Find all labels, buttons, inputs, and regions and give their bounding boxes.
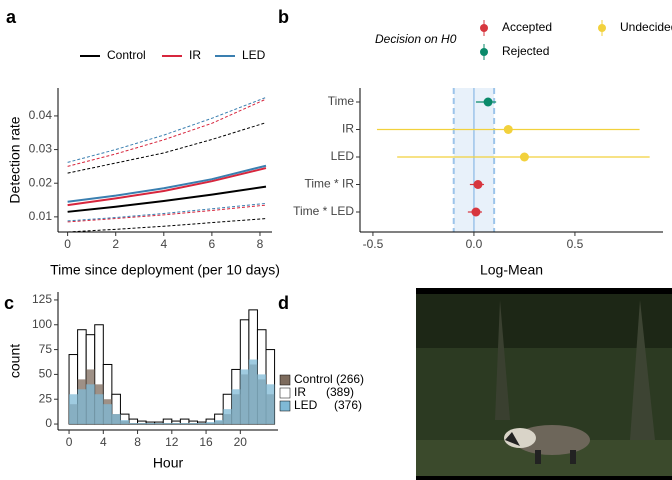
ci-line <box>67 204 267 223</box>
y-tick-label: 50 <box>39 367 53 381</box>
bar <box>171 423 181 425</box>
x-tick-label: 0 <box>64 237 71 251</box>
legend-label: Accepted <box>502 20 552 34</box>
legend-label: LED <box>242 48 266 62</box>
y-tick-label: IR <box>342 122 354 136</box>
bar <box>69 394 78 425</box>
bar <box>146 423 155 425</box>
legend-key <box>480 48 488 56</box>
ci-line <box>67 202 267 222</box>
x-tick-label: 4 <box>160 237 167 251</box>
bar <box>197 423 207 425</box>
ci-line <box>67 98 267 167</box>
y-tick-label: 0.04 <box>29 108 53 122</box>
bar <box>86 384 95 425</box>
bar <box>257 374 267 425</box>
legend-label: IR (389) <box>294 385 354 399</box>
point <box>519 152 529 162</box>
bar <box>266 384 275 425</box>
bar <box>77 389 87 425</box>
bar <box>248 359 258 425</box>
y-tick-label: 75 <box>39 342 53 356</box>
y-tick-label: 0 <box>45 416 52 430</box>
panel-label: c <box>4 293 14 313</box>
x-tick-label: 8 <box>134 435 141 449</box>
bar <box>188 423 198 425</box>
x-tick-label: 0.0 <box>466 237 483 251</box>
x-axis-title: Time since deployment (per 10 days) <box>50 262 280 278</box>
y-axis-title: Detection rate <box>7 116 23 203</box>
legend-label: LED (376) <box>294 398 362 412</box>
ci-line <box>67 218 267 233</box>
bar <box>154 423 164 425</box>
panel-label: d <box>278 293 289 313</box>
legend-label: Undecided <box>620 20 672 34</box>
y-tick-label: 25 <box>39 391 53 405</box>
x-tick-label: 0.5 <box>567 237 584 251</box>
legend-label: Control (266) <box>294 372 364 386</box>
bar <box>111 414 121 425</box>
photo <box>416 288 672 480</box>
x-tick-label: 6 <box>209 237 216 251</box>
bar <box>214 420 224 425</box>
legend-label: IR <box>189 48 201 62</box>
legend-title: Decision on H0 <box>375 32 457 46</box>
x-tick-label: 0 <box>66 435 73 449</box>
legend-key <box>279 374 291 386</box>
y-tick-label: 100 <box>32 317 52 331</box>
legend-key <box>598 24 606 32</box>
x-tick-label: 8 <box>257 237 264 251</box>
line <box>67 167 267 207</box>
ci-line <box>67 122 267 174</box>
legend-label: Rejected <box>502 44 549 58</box>
point <box>483 97 493 107</box>
bar <box>231 389 241 425</box>
x-tick-label: 20 <box>234 435 248 449</box>
y-tick-label: 0.03 <box>29 142 53 156</box>
point <box>473 180 483 189</box>
x-tick-label: -0.5 <box>363 237 384 251</box>
y-tick-label: 0.02 <box>29 175 53 189</box>
y-tick-label: 0.01 <box>29 209 53 223</box>
bar <box>206 422 215 425</box>
point <box>471 207 481 217</box>
x-tick-label: 2 <box>112 237 119 251</box>
x-axis-title: Hour <box>153 455 184 471</box>
y-tick-label: Time * IR <box>304 177 354 191</box>
x-tick-label: 16 <box>199 435 213 449</box>
bar <box>120 420 129 425</box>
point <box>503 125 513 134</box>
y-tick-label: LED <box>331 149 355 163</box>
bar <box>94 394 104 425</box>
y-tick-label: Time <box>328 94 355 108</box>
panel-label: a <box>6 7 17 27</box>
legend-label: Control <box>107 48 146 62</box>
bar <box>240 369 249 425</box>
bar <box>163 423 172 425</box>
x-tick-label: 4 <box>100 435 107 449</box>
y-tick-label: Time * LED <box>293 204 354 218</box>
y-tick-label: 125 <box>32 292 52 306</box>
legend-key <box>279 387 291 399</box>
bar <box>223 409 232 425</box>
line <box>67 164 267 203</box>
ci-line <box>67 96 267 163</box>
y-axis-title: count <box>7 344 23 378</box>
legend-key <box>480 24 488 32</box>
bar <box>180 423 189 425</box>
bar <box>137 423 147 425</box>
bar <box>128 423 138 425</box>
x-tick-label: 12 <box>165 435 179 449</box>
line <box>67 185 267 213</box>
legend-key <box>279 400 291 412</box>
panel-label: b <box>278 7 289 27</box>
bar <box>103 404 112 425</box>
x-axis-title: Log-Mean <box>480 262 543 278</box>
